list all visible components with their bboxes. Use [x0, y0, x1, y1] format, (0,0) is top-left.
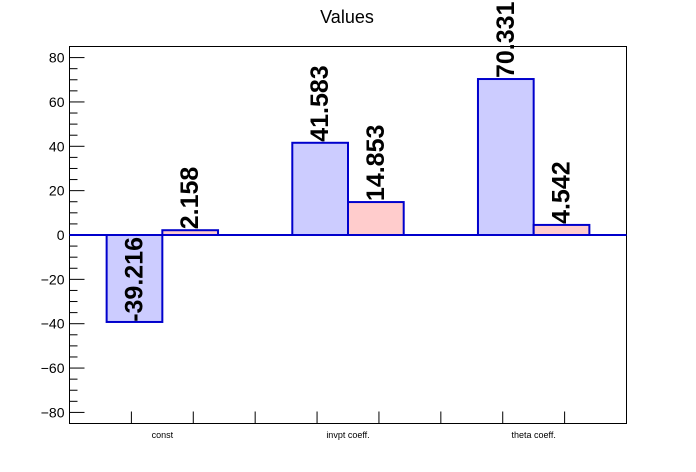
- y-tick-label: 80: [49, 50, 65, 66]
- x-category-label: theta coeff.: [511, 430, 555, 440]
- bar-value-label: 4.542: [548, 161, 576, 224]
- bar: [291, 141, 349, 236]
- y-tick-label: −60: [41, 360, 65, 376]
- bar: [105, 234, 164, 323]
- bar-value-label: -39.216: [120, 237, 148, 322]
- bar: [532, 223, 591, 236]
- x-axis: const invpt coeff. theta coeff.: [69, 411, 627, 440]
- bars-group: [105, 78, 591, 323]
- chart-title: Values: [320, 7, 374, 27]
- bar-value-label: 41.583: [306, 65, 334, 141]
- x-category-label: invpt coeff.: [326, 430, 369, 440]
- y-axis: −80 −60 −40 −20 0 20 40 60 80: [41, 50, 85, 420]
- bar-value-label: 2.158: [176, 167, 204, 230]
- y-tick-label: 40: [49, 138, 65, 154]
- data-labels-group: -39.216 41.583 70.331 2.158 14.853 4.542: [120, 1, 575, 321]
- y-tick-label: 20: [49, 183, 65, 199]
- bar: [347, 201, 405, 237]
- y-tick-label: −20: [41, 271, 65, 287]
- bar-value-label: 70.331: [492, 1, 520, 78]
- y-tick-label: −40: [41, 316, 65, 332]
- y-tick-label: −80: [41, 404, 65, 420]
- bar: [476, 78, 535, 236]
- bar-value-label: 14.853: [362, 125, 390, 201]
- x-category-label: const: [152, 430, 174, 440]
- y-tick-label: 60: [49, 94, 65, 110]
- y-tick-label: 0: [57, 227, 65, 243]
